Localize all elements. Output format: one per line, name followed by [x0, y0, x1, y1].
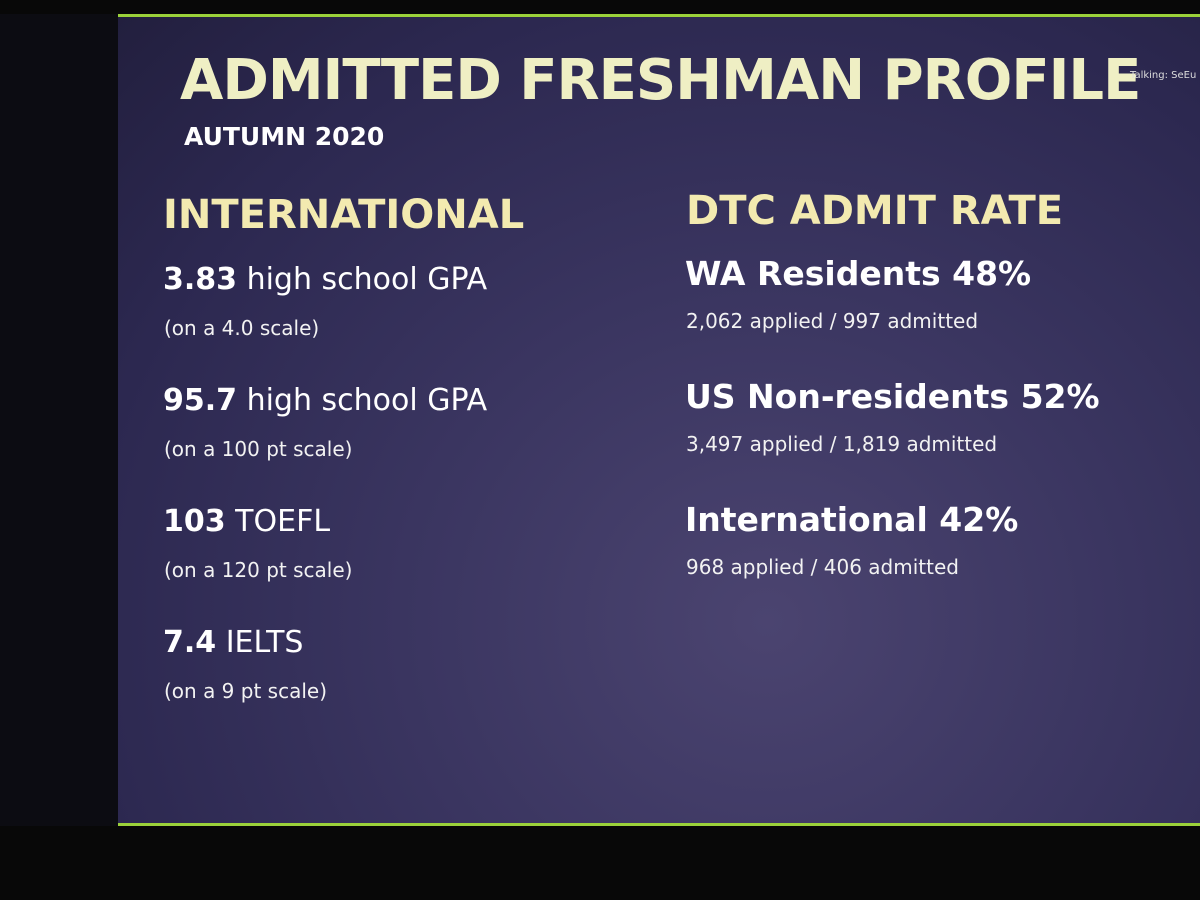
section-heading: DTC ADMIT RATE [686, 188, 1064, 234]
subtitle: AUTUMN 2020 [184, 122, 385, 151]
stat-value: 103 [163, 504, 226, 539]
stat-note: (on a 100 pt scale) [164, 437, 353, 461]
talking-indicator: Talking: SeEu [1130, 70, 1197, 81]
stat-value: 7.4 [163, 625, 217, 660]
group-name: International [685, 500, 928, 539]
group-detail: 968 applied / 406 admitted [686, 555, 959, 579]
stat-label: IELTS [225, 625, 304, 660]
stat-line: 95.7 high school GPA [163, 383, 487, 418]
group-detail: 2,062 applied / 997 admitted [686, 309, 979, 333]
stat-line: 103 TOEFL [163, 504, 330, 539]
group-line: WA Residents 48% [685, 254, 1031, 293]
slide [118, 14, 1200, 826]
stat-value: 3.83 [163, 262, 238, 297]
stat-label: high school GPA [246, 383, 488, 418]
group-rate: 42% [939, 500, 1019, 539]
group-line: US Non-residents 52% [685, 377, 1100, 416]
stat-value: 95.7 [163, 383, 238, 418]
group-name: US Non-residents [685, 377, 1010, 416]
group-line: International 42% [685, 500, 1018, 539]
stat-label: TOEFL [235, 504, 331, 539]
section-heading: INTERNATIONAL [163, 192, 525, 238]
group-name: WA Residents [685, 254, 941, 293]
group-rate: 48% [952, 254, 1032, 293]
stat-note: (on a 120 pt scale) [164, 558, 353, 582]
stat-line: 7.4 IELTS [163, 625, 303, 660]
screen-bezel [0, 14, 118, 826]
stat-note: (on a 4.0 scale) [164, 316, 320, 340]
stat-line: 3.83 high school GPA [163, 262, 487, 297]
group-rate: 52% [1020, 377, 1100, 416]
stat-note: (on a 9 pt scale) [164, 679, 327, 703]
group-detail: 3,497 applied / 1,819 admitted [686, 432, 998, 456]
title: ADMITTED FRESHMAN PROFILE [180, 48, 1141, 113]
stat-label: high school GPA [246, 262, 488, 297]
